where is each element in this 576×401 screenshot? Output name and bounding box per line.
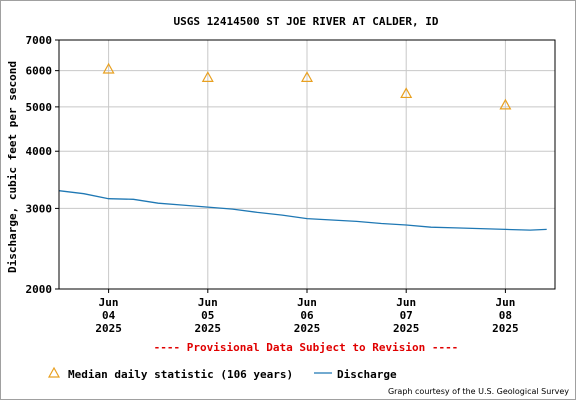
x-tick-label: 08	[499, 309, 512, 322]
median-marker	[300, 71, 314, 82]
x-tick-label: 05	[201, 309, 214, 322]
x-tick-label: Jun	[495, 296, 515, 309]
y-tick-label: 6000	[26, 65, 53, 78]
x-tick-label: Jun	[297, 296, 317, 309]
x-tick-label: 2025	[95, 322, 122, 335]
median-marker	[102, 62, 115, 74]
y-axis-label: Discharge, cubic feet per second	[6, 61, 19, 273]
x-tick-label: 2025	[393, 322, 420, 335]
x-tick-label: Jun	[396, 296, 416, 309]
x-tick-label: 04	[102, 309, 116, 322]
x-tick-label: 2025	[492, 322, 519, 335]
x-tick-label: Jun	[99, 296, 119, 309]
median-marker	[201, 71, 214, 82]
y-tick-label: 5000	[26, 101, 53, 114]
median-marker	[499, 98, 512, 110]
legend: Median daily statistic (106 years) Disch…	[47, 366, 397, 381]
legend-median-label: Median daily statistic (106 years)	[68, 368, 293, 381]
discharge-series-line	[58, 190, 547, 231]
x-tick-label: Jun	[198, 296, 218, 309]
x-tick-label: 06	[300, 309, 314, 322]
x-tick-label: 07	[400, 309, 413, 322]
median-marker	[400, 87, 413, 99]
legend-discharge-label: Discharge	[337, 368, 397, 381]
y-tick-label: 3000	[26, 202, 53, 215]
y-tick-label: 4000	[26, 145, 53, 158]
legend-triangle-icon	[47, 366, 61, 378]
credit-text: Graph courtesy of the U.S. Geological Su…	[388, 387, 569, 396]
chart-title: USGS 12414500 ST JOE RIVER AT CALDER, ID	[174, 15, 439, 28]
provisional-note: ---- Provisional Data Subject to Revisio…	[154, 341, 459, 354]
y-tick-label: 7000	[26, 34, 53, 47]
y-tick-label: 2000	[26, 283, 53, 296]
x-tick-label: 2025	[195, 322, 222, 335]
x-tick-label: 2025	[294, 322, 321, 335]
